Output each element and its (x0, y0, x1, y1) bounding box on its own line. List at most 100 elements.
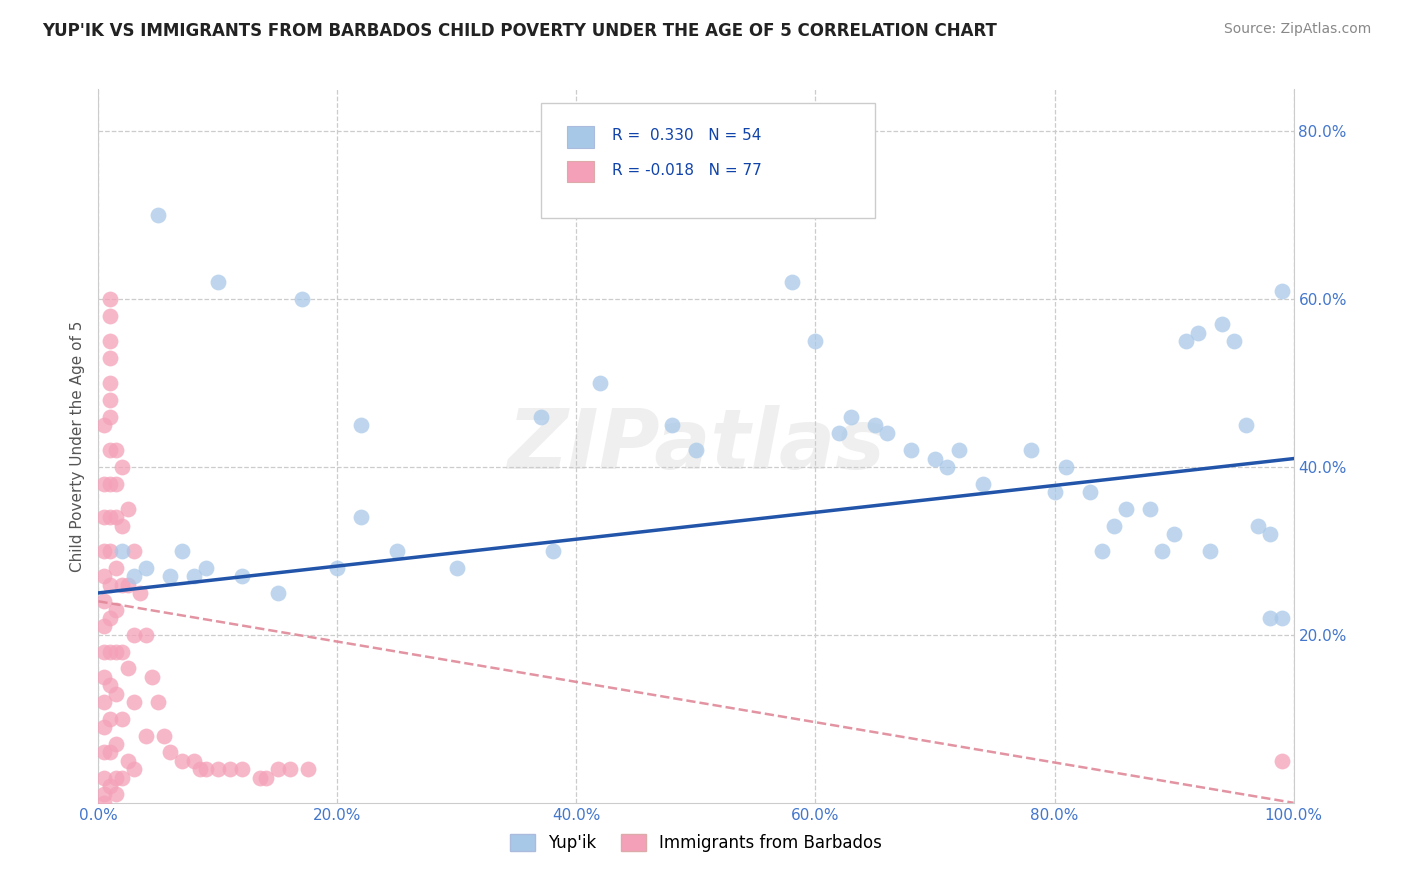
Point (148, 695, 170, 709)
Point (105, 510, 128, 524)
Point (93, 771, 115, 785)
Point (195, 762, 218, 776)
Point (105, 771, 128, 785)
Point (231, 762, 253, 776)
Point (1211, 318, 1233, 332)
Point (93, 619, 115, 633)
Point (129, 586, 152, 600)
Point (135, 628, 157, 642)
Point (93, 594, 115, 608)
Point (111, 712, 134, 726)
Y-axis label: Child Poverty Under the Age of 5: Child Poverty Under the Age of 5 (69, 320, 84, 572)
Point (948, 443, 970, 458)
Text: R = -0.018   N = 77: R = -0.018 N = 77 (612, 162, 762, 178)
Point (1091, 544, 1114, 558)
Point (93, 645, 115, 659)
Point (350, 417, 373, 432)
Point (98, 443, 122, 458)
Point (93, 476, 115, 491)
Point (1115, 502, 1137, 516)
Point (1080, 485, 1102, 500)
Point (117, 577, 139, 591)
Point (297, 762, 319, 776)
Point (183, 569, 205, 583)
Legend: Yup'ik, Immigrants from Barbados: Yup'ik, Immigrants from Barbados (503, 827, 889, 859)
Point (278, 762, 301, 776)
Point (93, 510, 115, 524)
Text: ZIPatlas: ZIPatlas (508, 406, 884, 486)
Point (111, 460, 134, 475)
Bar (567, 127, 593, 148)
Point (111, 518, 134, 533)
Point (661, 417, 683, 432)
Point (172, 754, 194, 768)
Point (900, 443, 922, 458)
Point (231, 569, 253, 583)
Point (1163, 527, 1185, 541)
Point (1056, 460, 1078, 475)
Point (267, 586, 290, 600)
Text: Source: ZipAtlas.com: Source: ZipAtlas.com (1223, 22, 1371, 37)
Point (105, 645, 128, 659)
Point (98, 544, 122, 558)
Point (1271, 284, 1294, 298)
Point (446, 560, 468, 574)
Point (135, 729, 157, 743)
Point (105, 737, 128, 751)
Bar (567, 161, 593, 182)
Point (124, 628, 146, 642)
Point (159, 746, 181, 760)
Point (105, 603, 128, 617)
Point (804, 334, 827, 348)
Point (105, 443, 128, 458)
Point (117, 661, 139, 675)
Point (1234, 417, 1257, 432)
Text: YUP'IK VS IMMIGRANTS FROM BARBADOS CHILD POVERTY UNDER THE AGE OF 5 CORRELATION : YUP'IK VS IMMIGRANTS FROM BARBADOS CHILD… (42, 22, 997, 40)
Point (972, 476, 994, 491)
Point (153, 729, 176, 743)
Point (93, 417, 115, 432)
Point (135, 560, 157, 574)
Point (1271, 611, 1294, 625)
Point (350, 510, 373, 524)
Point (172, 544, 194, 558)
Point (148, 208, 170, 222)
Point (876, 426, 898, 441)
Point (141, 670, 163, 684)
Point (589, 376, 612, 390)
Point (1271, 754, 1294, 768)
Point (541, 544, 564, 558)
Point (98, 712, 122, 726)
Point (183, 754, 205, 768)
Point (98, 476, 122, 491)
Text: R =  0.330   N = 54: R = 0.330 N = 54 (612, 128, 761, 144)
Point (1258, 527, 1281, 541)
Point (1043, 485, 1066, 500)
Point (188, 762, 211, 776)
Point (93, 544, 115, 558)
Point (207, 762, 229, 776)
Point (936, 460, 959, 475)
Point (924, 451, 946, 466)
Point (1199, 544, 1222, 558)
Point (1175, 334, 1198, 348)
Point (98, 746, 122, 760)
Point (780, 275, 803, 289)
Point (98, 779, 122, 793)
Point (291, 292, 314, 306)
Point (124, 544, 146, 558)
Point (159, 569, 181, 583)
Point (249, 771, 271, 785)
Point (93, 670, 115, 684)
Point (254, 771, 277, 785)
Point (1187, 326, 1209, 340)
Point (98, 334, 122, 348)
Point (105, 687, 128, 701)
Point (530, 409, 553, 424)
Point (93, 746, 115, 760)
Point (267, 762, 290, 776)
Point (93, 695, 115, 709)
Point (1019, 443, 1042, 458)
Point (1152, 544, 1174, 558)
Point (385, 544, 409, 558)
